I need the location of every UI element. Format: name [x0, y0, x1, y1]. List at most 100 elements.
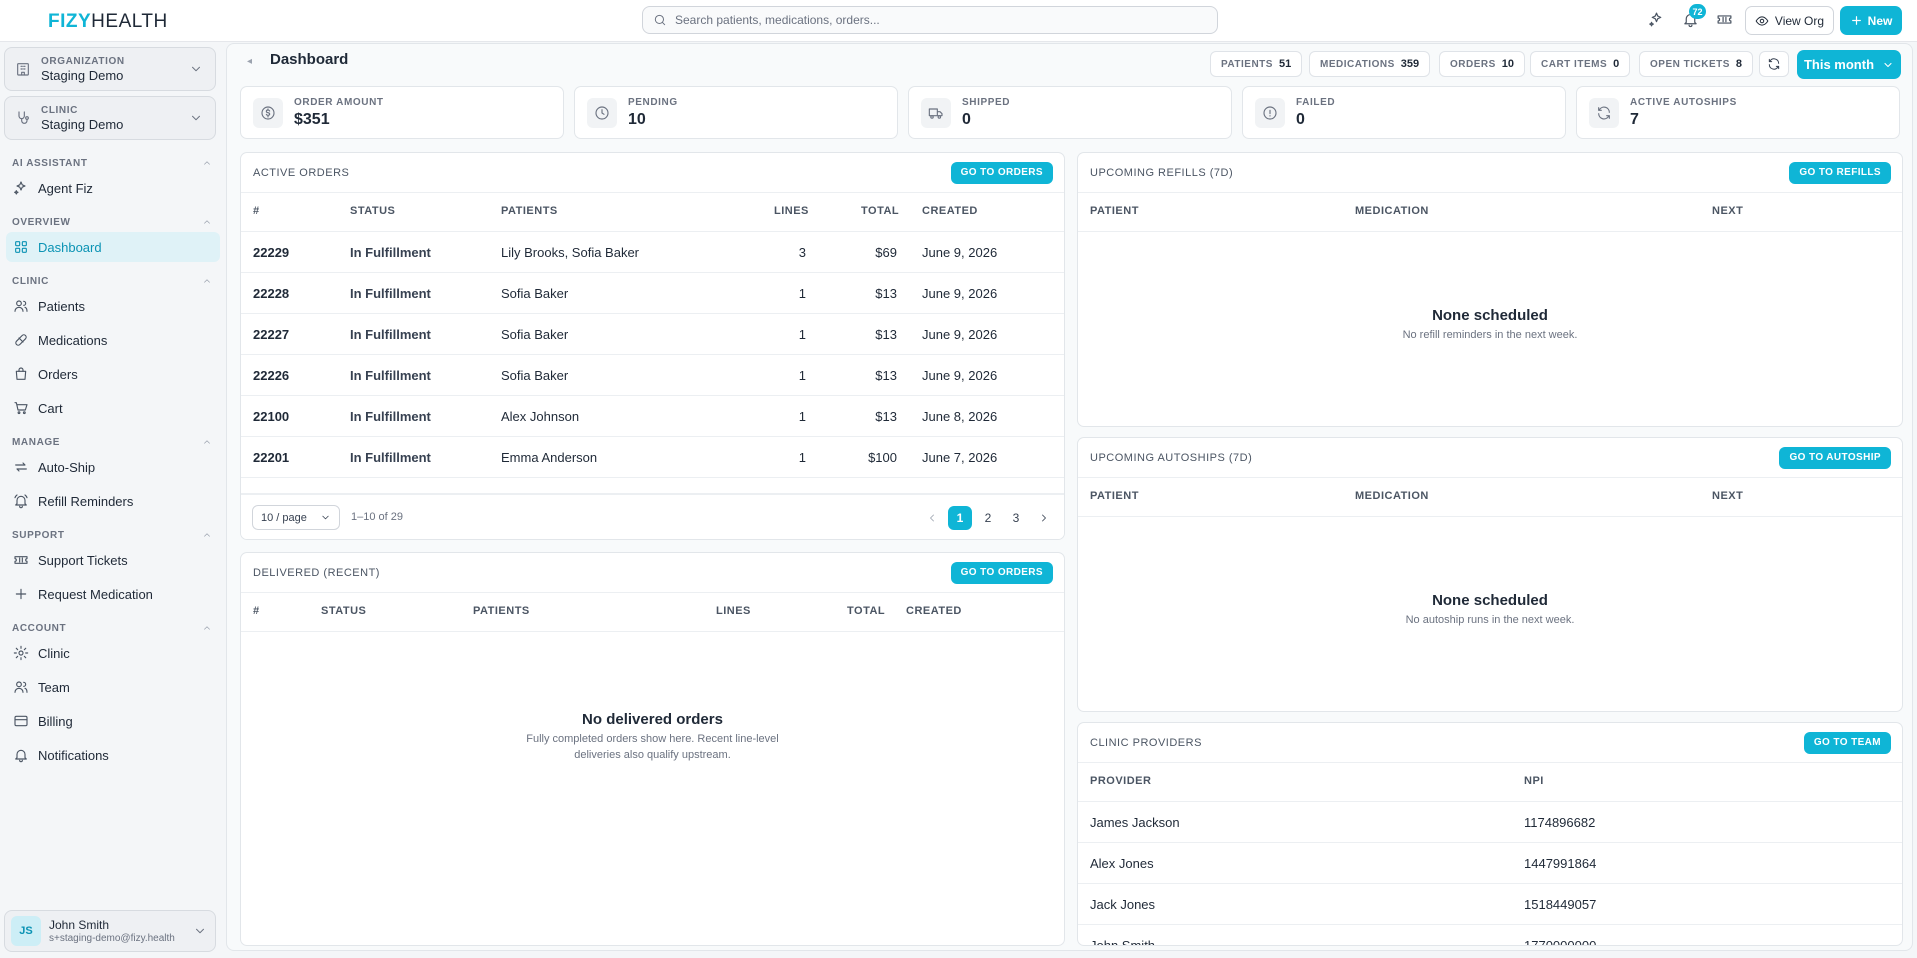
global-search[interactable]	[642, 6, 1218, 34]
column-header-next[interactable]: NEXT	[1712, 490, 1744, 502]
column-header-patient[interactable]: PATIENT	[1090, 490, 1139, 502]
order-status: In Fulfillment	[350, 450, 431, 465]
table-row[interactable]: 22227 In Fulfillment Sofia Baker 1 $13 June 9…	[241, 314, 1064, 355]
column-header-status[interactable]: STATUS	[321, 605, 367, 617]
nav-section-manage[interactable]: MANAGE	[12, 435, 212, 449]
table-row[interactable]: 22226 In Fulfillment Sofia Baker 1 $13 June 9…	[241, 355, 1064, 396]
stethoscope-icon	[15, 110, 31, 126]
chevron-up-icon	[204, 626, 210, 630]
nav-section-support[interactable]: SUPPORT	[12, 528, 212, 542]
sidebar-item-billing[interactable]: Billing	[6, 706, 220, 736]
prev-page-button[interactable]	[920, 506, 944, 530]
sidebar-item-request-medication[interactable]: Request Medication	[6, 579, 220, 609]
stat-cart-items[interactable]: CART ITEMS 0	[1530, 51, 1631, 77]
nav-section-overview[interactable]: OVERVIEW	[12, 215, 212, 229]
provider-npi: 1518449057	[1524, 897, 1597, 912]
column-header-patient[interactable]: PATIENT	[1090, 205, 1139, 217]
new-button[interactable]: New	[1840, 6, 1902, 35]
go-to-team-button[interactable]: GO TO TEAM	[1803, 731, 1891, 754]
organization-selector[interactable]: ORGANIZATION Staging Demo	[4, 47, 216, 91]
sidebar-item-patients[interactable]: Patients	[6, 291, 220, 321]
nav-section-ai-assistant[interactable]: AI ASSISTANT	[12, 156, 212, 170]
go-to-orders-button[interactable]: GO TO ORDERS	[950, 161, 1053, 184]
main-content: ◂ Dashboard PATIENTS 51 MEDICATIONS 359 OR…	[226, 43, 1913, 951]
column-header-status[interactable]: STATUS	[350, 205, 396, 217]
stat-open-tickets[interactable]: OPEN TICKETS 8	[1639, 51, 1754, 77]
app-logo[interactable]: FIZY HEALTH	[48, 11, 168, 32]
nav-section-clinic[interactable]: CLINIC	[12, 274, 212, 288]
upcoming-autoships-card: UPCOMING AUTOSHIPS (7D) GO TO AUTOSHIP P…	[1077, 437, 1903, 712]
sparkles-icon[interactable]	[1648, 11, 1665, 28]
sidebar-item-auto-ship[interactable]: Auto-Ship	[6, 452, 220, 482]
search-icon	[653, 13, 667, 27]
chevron-up-icon	[204, 440, 210, 444]
autoships-title: UPCOMING AUTOSHIPS (7D)	[1090, 451, 1253, 464]
sidebar-item-dashboard[interactable]: Dashboard	[6, 232, 220, 262]
ticket-icon[interactable]	[1716, 11, 1733, 28]
sidebar-item-team[interactable]: Team	[6, 672, 220, 702]
sidebar-item-clinic[interactable]: Clinic	[6, 638, 220, 668]
clock-icon	[587, 97, 617, 128]
user-menu[interactable]: JS John Smith s+staging-demo@fizy.health	[4, 910, 216, 952]
stat-orders[interactable]: ORDERS 10	[1439, 51, 1526, 77]
per-page-select[interactable]: 10 / page	[252, 505, 340, 530]
sidebar-item-support-tickets[interactable]: Support Tickets	[6, 545, 220, 575]
empty-state-line-1: Fully completed orders show here. Recent…	[526, 733, 779, 745]
stat-medications[interactable]: MEDICATIONS 359	[1309, 51, 1431, 77]
sidebar-item-medications[interactable]: Medications	[6, 325, 220, 355]
table-row[interactable]: 22228 In Fulfillment Sofia Baker 1 $13 June 9…	[241, 273, 1064, 314]
chevron-up-icon	[204, 279, 210, 283]
eye-icon	[1755, 14, 1769, 28]
search-input[interactable]	[675, 13, 1195, 27]
column-header-created[interactable]: CREATED	[906, 605, 962, 617]
clinic-value: Staging Demo	[41, 116, 124, 132]
page-button-1[interactable]: 1	[948, 506, 972, 530]
table-row[interactable]: Jack Jones 1518449057	[1078, 884, 1902, 925]
table-row[interactable]: James Jackson 1174896682	[1078, 802, 1902, 843]
alert-circle-icon	[1255, 97, 1285, 128]
table-row[interactable]: 22100 In Fulfillment Alex Johnson 1 $13 June …	[241, 396, 1064, 437]
go-to-autoship-button[interactable]: GO TO AUTOSHIP	[1779, 446, 1891, 469]
column-header-id[interactable]: #	[253, 605, 260, 617]
table-row[interactable]: 22201 In Fulfillment Emma Anderson 1 $100 Jun…	[241, 437, 1064, 478]
column-header-lines[interactable]: LINES	[716, 605, 751, 617]
table-row[interactable]: 22202 In Fulfillment Liam Brown 1 $10 June 6,…	[241, 478, 1064, 494]
column-header-medication[interactable]: MEDICATION	[1355, 490, 1429, 502]
column-header-total[interactable]: TOTAL	[861, 205, 900, 217]
nav-section-account[interactable]: ACCOUNT	[12, 621, 212, 635]
go-to-refills-button[interactable]: GO TO REFILLS	[1789, 161, 1891, 184]
back-icon[interactable]: ◂	[247, 56, 253, 67]
column-header-patients[interactable]: PATIENTS	[501, 205, 558, 217]
column-header-medication[interactable]: MEDICATION	[1355, 205, 1429, 217]
refresh-button[interactable]	[1759, 51, 1789, 77]
column-header-created[interactable]: CREATED	[922, 205, 978, 217]
sidebar-item-cart[interactable]: Cart	[6, 393, 220, 423]
period-select[interactable]: This month	[1797, 50, 1901, 79]
sidebar-item-orders[interactable]: Orders	[6, 359, 220, 389]
column-header-total[interactable]: TOTAL	[847, 605, 886, 617]
column-header-npi[interactable]: NPI	[1524, 775, 1544, 787]
sidebar-item-refill-reminders[interactable]: Refill Reminders	[6, 486, 220, 516]
column-header-next[interactable]: NEXT	[1712, 205, 1744, 217]
column-header-patients[interactable]: PATIENTS	[473, 605, 530, 617]
sidebar-item-notifications[interactable]: Notifications	[6, 740, 220, 770]
stat-patients[interactable]: PATIENTS 51	[1210, 51, 1303, 77]
column-header-provider[interactable]: PROVIDER	[1090, 775, 1152, 787]
table-row[interactable]: Alex Jones 1447991864	[1078, 843, 1902, 884]
page-button-3[interactable]: 3	[1012, 511, 1020, 525]
order-created: June 9, 2026	[922, 286, 998, 301]
go-to-orders-button[interactable]: GO TO ORDERS	[950, 561, 1053, 584]
next-page-button[interactable]	[1032, 506, 1056, 530]
sidebar-item-agent-fiz[interactable]: Agent Fiz	[6, 173, 220, 203]
view-org-button[interactable]: View Org	[1745, 6, 1834, 35]
table-row[interactable]: 22229 In Fulfillment Lily Brooks, Sofia Ba…	[241, 232, 1064, 273]
pill-icon	[15, 334, 27, 346]
order-lines: 1	[798, 286, 806, 301]
page-button-2[interactable]: 2	[984, 511, 992, 525]
order-total: $69	[875, 245, 897, 260]
column-header-id[interactable]: #	[253, 205, 260, 217]
column-header-lines[interactable]: LINES	[774, 205, 809, 217]
table-row[interactable]: John Smith 1770000000	[1078, 925, 1902, 945]
grid-icon	[15, 241, 27, 253]
clinic-selector[interactable]: CLINIC Staging Demo	[4, 96, 216, 140]
